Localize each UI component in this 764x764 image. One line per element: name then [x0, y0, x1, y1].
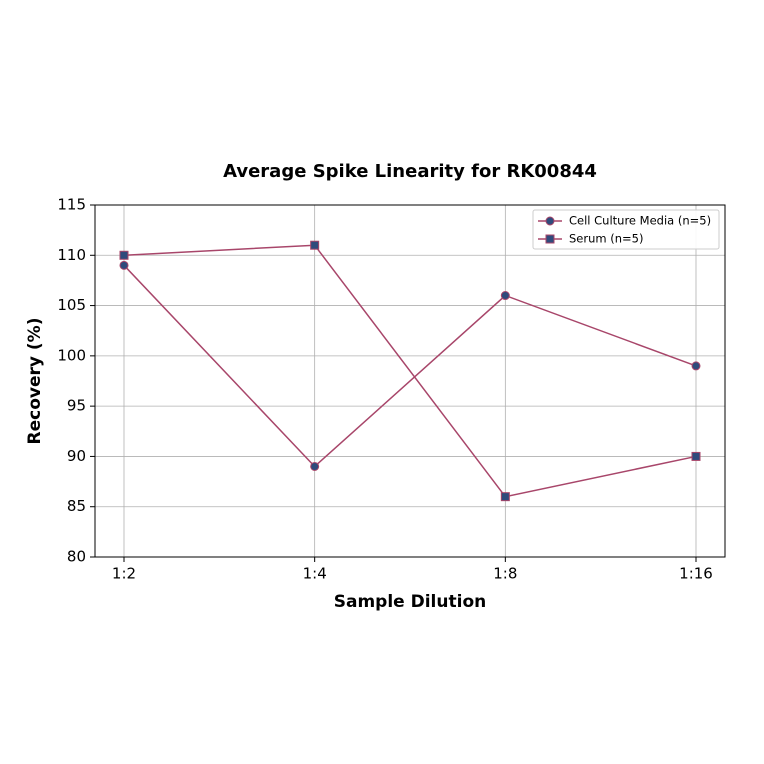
plot-frame: [94, 204, 726, 558]
data-point: [310, 461, 320, 471]
data-point: [119, 250, 129, 260]
y-tick-label: 80: [67, 548, 86, 566]
x-tick-label: 1:16: [679, 565, 713, 583]
y-tick-label: 95: [67, 397, 86, 415]
y-tick-label: 105: [57, 296, 86, 314]
series-line: [123, 264, 697, 468]
data-point: [500, 492, 510, 502]
y-tick-label: 85: [67, 497, 86, 515]
y-axis-label: Recovery (%): [25, 318, 45, 445]
y-tick-label: 100: [57, 346, 86, 364]
y-tick-label: 90: [67, 447, 86, 465]
legend: Cell Culture Media (n=5) Serum (n=5): [532, 209, 720, 250]
legend-label: Cell Culture Media (n=5): [569, 214, 711, 228]
data-point: [691, 361, 701, 371]
chart-title: Average Spike Linearity for RK00844: [223, 161, 597, 182]
data-point: [119, 260, 129, 270]
data-point: [500, 291, 510, 301]
x-axis-label: Sample Dilution: [334, 592, 486, 612]
y-tick-label: 115: [57, 196, 86, 214]
legend-marker: [545, 234, 555, 244]
legend-label: Serum (n=5): [569, 232, 643, 246]
x-tick-label: 1:2: [112, 565, 136, 583]
x-tick-label: 1:8: [493, 565, 517, 583]
series-line: [123, 244, 697, 498]
data-point: [310, 240, 320, 250]
legend-marker: [545, 216, 555, 226]
legend-box: [532, 209, 720, 250]
x-tick-label: 1:4: [303, 565, 327, 583]
data-point: [691, 451, 701, 461]
y-tick-label: 110: [57, 246, 86, 264]
